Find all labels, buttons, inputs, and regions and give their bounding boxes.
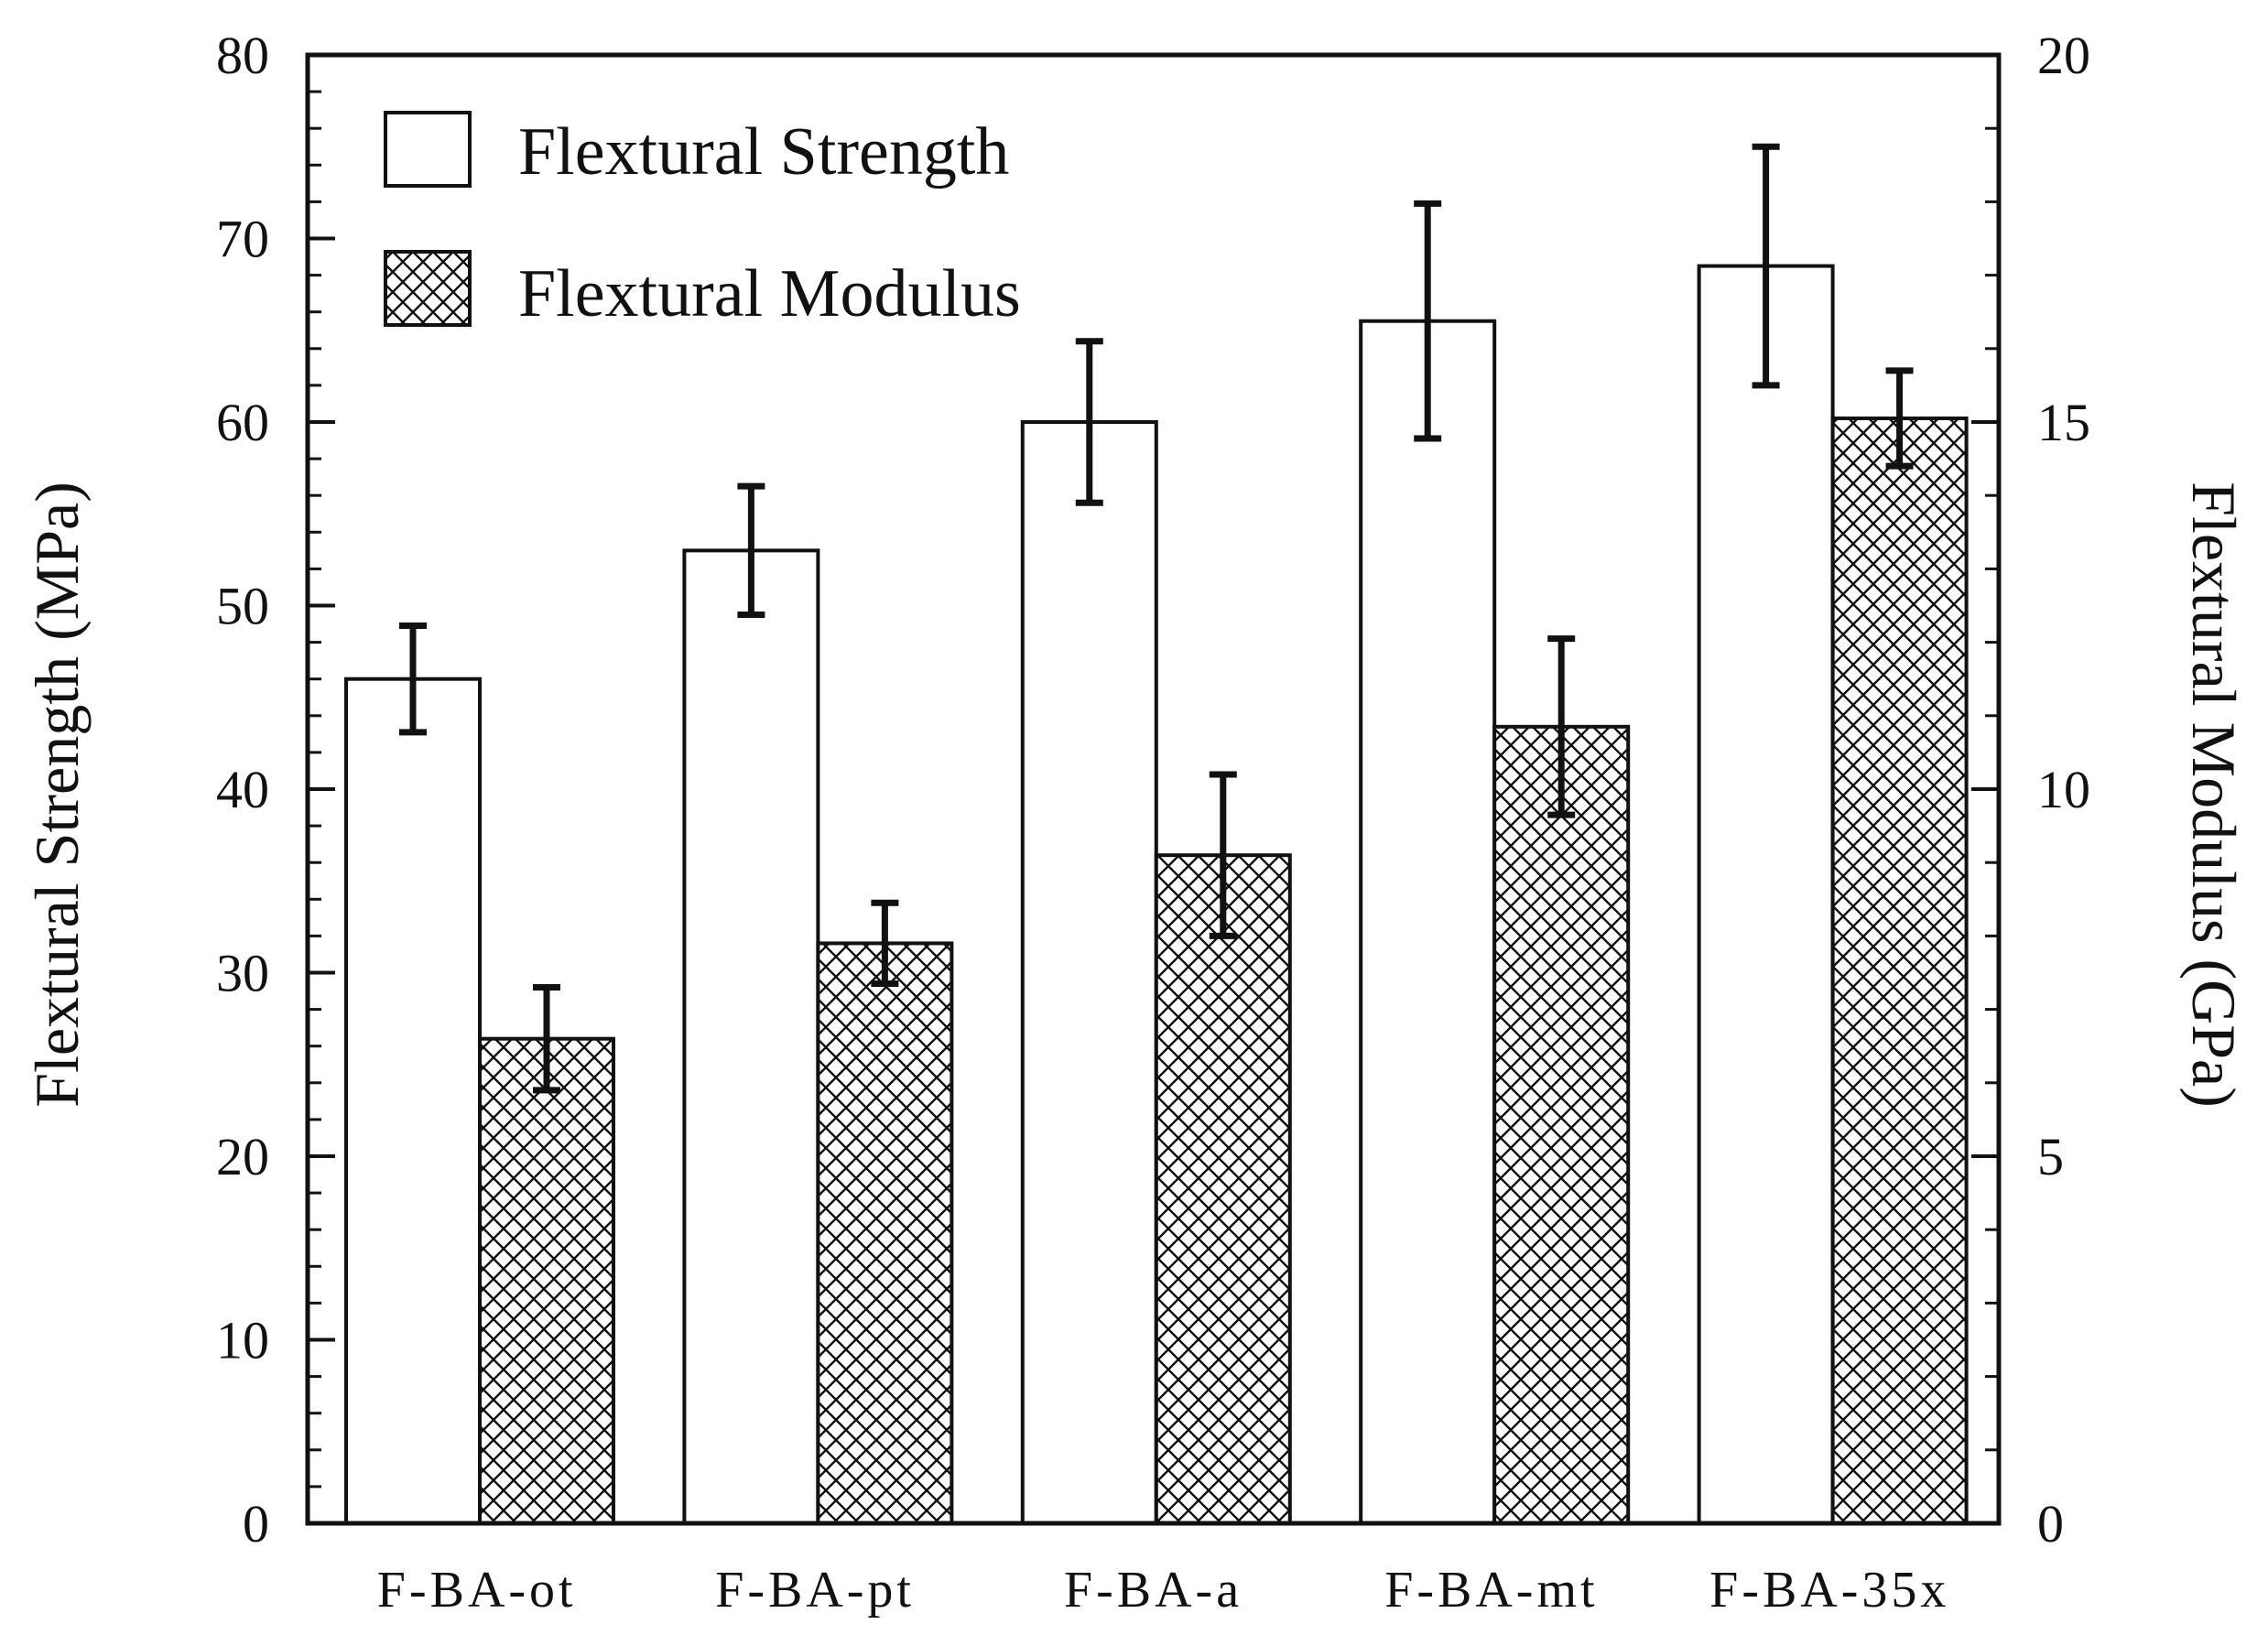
bar-modulus-3 (1492, 724, 1631, 1525)
x-tick-label-0: F-BA-ot (377, 1562, 577, 1619)
x-tick-label-2: F-BA-a (1064, 1562, 1243, 1619)
legend-swatch-strength (384, 111, 472, 188)
bar-modulus-2 (1154, 853, 1292, 1525)
bar-strength-3 (1359, 319, 1497, 1526)
axes-layer: F-BA-ot F-BA-pt F-BA-a F-BA-mt F-BA-35x 0 10 20… (216, 26, 2090, 1619)
y-tick-label-5: 50 (216, 577, 269, 636)
legend-swatch-modulus (384, 250, 472, 327)
y-tick-label-2: 20 (216, 1127, 269, 1186)
bar-modulus-1 (816, 941, 954, 1526)
bar-modulus-4 (1830, 416, 1969, 1525)
y-tick-label-6: 60 (216, 393, 269, 452)
y2-axis-title: Flextural Modulus (GPa) (2179, 482, 2249, 1108)
y-tick-label-0: 0 (243, 1494, 269, 1554)
x-tick-label-3: F-BA-mt (1384, 1562, 1598, 1619)
bar-strength-1 (682, 548, 820, 1525)
legend-label-modulus: Flextural Modulus (518, 256, 1021, 331)
legend: Flextural Strength Flextural Modulus (384, 111, 1021, 331)
legend-label-strength: Flextural Strength (518, 114, 1009, 189)
bar-modulus-0 (478, 1036, 615, 1526)
y-tick-label-7: 70 (216, 210, 269, 269)
bar-strength-2 (1020, 420, 1158, 1525)
y-tick-label-1: 10 (216, 1311, 269, 1370)
bars-layer (344, 264, 1969, 1526)
x-tick-label-1: F-BA-pt (715, 1562, 915, 1619)
y-tick-label-3: 30 (216, 944, 269, 1003)
y2-tick-label-0: 0 (2037, 1494, 2064, 1554)
y2-tick-label-2: 10 (2037, 760, 2090, 819)
y2-tick-label-1: 5 (2037, 1127, 2064, 1186)
y2-tick-label-4: 20 (2037, 26, 2090, 85)
bar-strength-4 (1697, 264, 1835, 1526)
y-tick-label-8: 80 (216, 26, 269, 85)
y-axis-title: Flextural Strength (MPa) (22, 482, 92, 1108)
y-tick-label-4: 40 (216, 760, 269, 819)
error-bars-layer (399, 143, 1914, 1094)
y2-tick-label-3: 15 (2037, 393, 2090, 452)
bar-strength-0 (344, 677, 482, 1525)
x-tick-label-4: F-BA-35x (1709, 1562, 1949, 1619)
